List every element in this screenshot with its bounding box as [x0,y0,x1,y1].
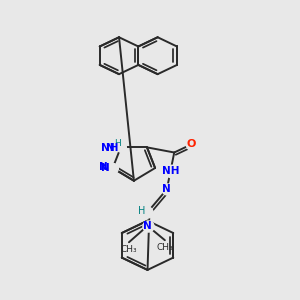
Text: N: N [99,162,108,172]
Text: NH: NH [101,143,118,153]
Text: H: H [138,206,146,216]
Text: H: H [115,140,122,148]
Text: NH: NH [162,166,179,176]
Text: CH₃: CH₃ [121,245,137,254]
Text: O: O [187,139,196,149]
Text: N: N [162,184,171,194]
Text: N: N [101,163,110,173]
Text: N: N [106,143,115,153]
Text: CH₃: CH₃ [157,243,173,252]
Text: N: N [143,221,152,231]
